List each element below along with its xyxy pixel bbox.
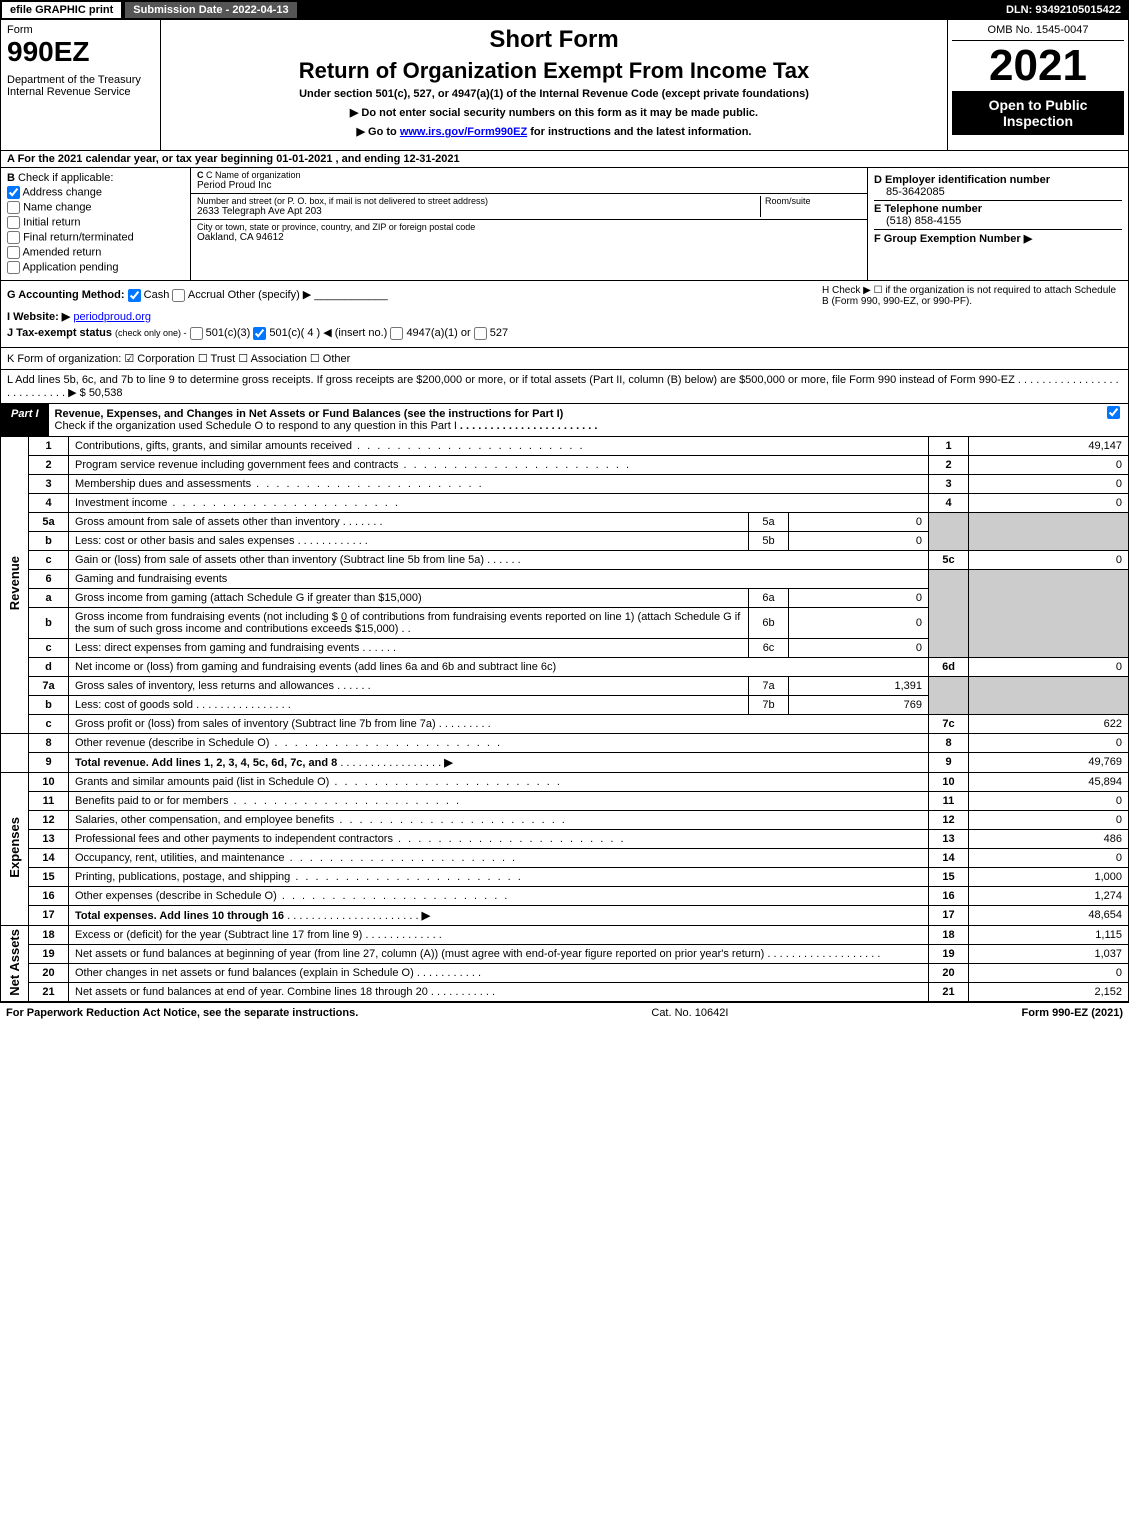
501c4-checkbox[interactable]	[253, 327, 266, 340]
gross-receipts-line: L Add lines 5b, 6c, and 7b to line 9 to …	[0, 370, 1129, 404]
page-footer: For Paperwork Reduction Act Notice, see …	[0, 1002, 1129, 1023]
expenses-vert-label: Expenses	[7, 817, 22, 878]
line-9-amount: 49,769	[969, 752, 1129, 772]
part-1-title: Revenue, Expenses, and Changes in Net As…	[55, 408, 564, 420]
line-5a-subval: 0	[789, 512, 929, 531]
line-7c-amount: 622	[969, 714, 1129, 733]
revenue-vert-label: Revenue	[7, 556, 22, 610]
form-of-org-line: K Form of organization: ☑ Corporation ☐ …	[0, 348, 1129, 370]
org-info-block: B Check if applicable: Address change Na…	[0, 168, 1129, 281]
efile-print-button[interactable]: efile GRAPHIC print	[0, 0, 123, 20]
check-if-applicable-label: Check if applicable:	[18, 172, 113, 184]
website-label: I Website: ▶	[7, 311, 70, 323]
accounting-method-label: G Accounting Method:	[7, 289, 125, 301]
4947-checkbox[interactable]	[390, 327, 403, 340]
final-return-checkbox[interactable]: Final return/terminated	[7, 231, 184, 244]
line-6b-subval: 0	[789, 607, 929, 638]
name-change-checkbox[interactable]: Name change	[7, 201, 184, 214]
part-1-label: Part I	[1, 404, 49, 436]
line-6c-subval: 0	[789, 638, 929, 657]
501c3-checkbox[interactable]	[190, 327, 203, 340]
tax-exempt-label: J Tax-exempt status	[7, 327, 112, 339]
section-a-tax-year: A For the 2021 calendar year, or tax yea…	[0, 151, 1129, 168]
part-1-header: Part I Revenue, Expenses, and Changes in…	[0, 404, 1129, 437]
net-assets-vert-label: Net Assets	[7, 929, 22, 996]
line-10-amount: 45,894	[969, 772, 1129, 791]
under-section-text: Under section 501(c), 527, or 4947(a)(1)…	[167, 88, 941, 100]
city-hint: City or town, state or province, country…	[197, 222, 861, 232]
instr-prefix: ▶ Go to	[357, 126, 400, 138]
methods-block: H Check ▶ ☐ if the organization is not r…	[0, 281, 1129, 348]
ein-value: 85-3642085	[874, 186, 1122, 198]
website-link[interactable]: periodproud.org	[73, 311, 151, 323]
line-14-amount: 0	[969, 848, 1129, 867]
part-1-check-line: Check if the organization used Schedule …	[55, 420, 457, 432]
schedule-b-note: H Check ▶ ☐ if the organization is not r…	[822, 285, 1122, 307]
line-8-amount: 0	[969, 733, 1129, 752]
org-address: 2633 Telegraph Ave Apt 203	[197, 206, 756, 217]
group-exemption-label: F Group Exemption Number ▶	[874, 232, 1122, 245]
line-6a-subval: 0	[789, 588, 929, 607]
line-5b-subval: 0	[789, 531, 929, 550]
line-17-amount: 48,654	[969, 905, 1129, 925]
ein-label: D Employer identification number	[874, 174, 1122, 186]
cash-checkbox[interactable]	[128, 289, 141, 302]
line-15-amount: 1,000	[969, 867, 1129, 886]
gross-receipts-value: ▶ $ 50,538	[68, 387, 122, 399]
irs-link[interactable]: www.irs.gov/Form990EZ	[400, 126, 527, 138]
line-11-amount: 0	[969, 791, 1129, 810]
application-pending-checkbox[interactable]: Application pending	[7, 261, 184, 274]
part-1-schedule-o-checkbox[interactable]	[1107, 406, 1120, 419]
open-public-badge: Open to Public Inspection	[952, 91, 1124, 135]
dln-label: DLN: 93492105015422	[998, 0, 1129, 20]
form-header: Form 990EZ Department of the Treasury In…	[0, 20, 1129, 151]
line-19-amount: 1,037	[969, 944, 1129, 963]
line-18-amount: 1,115	[969, 925, 1129, 944]
top-bar: efile GRAPHIC print Submission Date - 20…	[0, 0, 1129, 20]
line-20-amount: 0	[969, 963, 1129, 982]
line-5c-amount: 0	[969, 550, 1129, 569]
short-form-title: Short Form	[167, 26, 941, 54]
tax-year: 2021	[952, 41, 1124, 91]
instr-no-ssn: ▶ Do not enter social security numbers o…	[167, 106, 941, 119]
footer-left: For Paperwork Reduction Act Notice, see …	[6, 1007, 358, 1019]
line-12-amount: 0	[969, 810, 1129, 829]
return-title: Return of Organization Exempt From Incom…	[167, 58, 941, 84]
line-13-amount: 486	[969, 829, 1129, 848]
address-hint: Number and street (or P. O. box, if mail…	[197, 196, 756, 206]
form-number: 990EZ	[7, 36, 154, 68]
dept-label: Department of the Treasury Internal Reve…	[7, 74, 154, 98]
accrual-checkbox[interactable]	[172, 289, 185, 302]
lines-table: Revenue 1 Contributions, gifts, grants, …	[0, 437, 1129, 1003]
form-word: Form	[7, 24, 154, 36]
submission-date-button[interactable]: Submission Date - 2022-04-13	[123, 0, 298, 20]
phone-value: (518) 858-4155	[874, 215, 1122, 227]
org-city: Oakland, CA 94612	[197, 232, 861, 243]
line-1-amount: 49,147	[969, 437, 1129, 456]
instr-suffix: for instructions and the latest informat…	[527, 126, 751, 138]
org-name-hint: C Name of organization	[206, 170, 301, 180]
line-16-amount: 1,274	[969, 886, 1129, 905]
527-checkbox[interactable]	[474, 327, 487, 340]
line-2-amount: 0	[969, 455, 1129, 474]
phone-label: E Telephone number	[874, 203, 1122, 215]
room-hint: Room/suite	[765, 196, 861, 206]
amended-return-checkbox[interactable]: Amended return	[7, 246, 184, 259]
line-21-amount: 2,152	[969, 983, 1129, 1002]
footer-form-ref: Form 990-EZ (2021)	[1022, 1007, 1123, 1019]
line-7b-subval: 769	[789, 695, 929, 714]
line-4-amount: 0	[969, 493, 1129, 512]
initial-return-checkbox[interactable]: Initial return	[7, 216, 184, 229]
address-change-checkbox[interactable]: Address change	[7, 186, 184, 199]
instr-goto: ▶ Go to www.irs.gov/Form990EZ for instru…	[167, 125, 941, 138]
line-6d-amount: 0	[969, 657, 1129, 676]
omb-number: OMB No. 1545-0047	[952, 24, 1124, 41]
org-name: Period Proud Inc	[197, 180, 861, 191]
line-7a-subval: 1,391	[789, 676, 929, 695]
footer-cat-no: Cat. No. 10642I	[651, 1007, 728, 1019]
line-3-amount: 0	[969, 474, 1129, 493]
